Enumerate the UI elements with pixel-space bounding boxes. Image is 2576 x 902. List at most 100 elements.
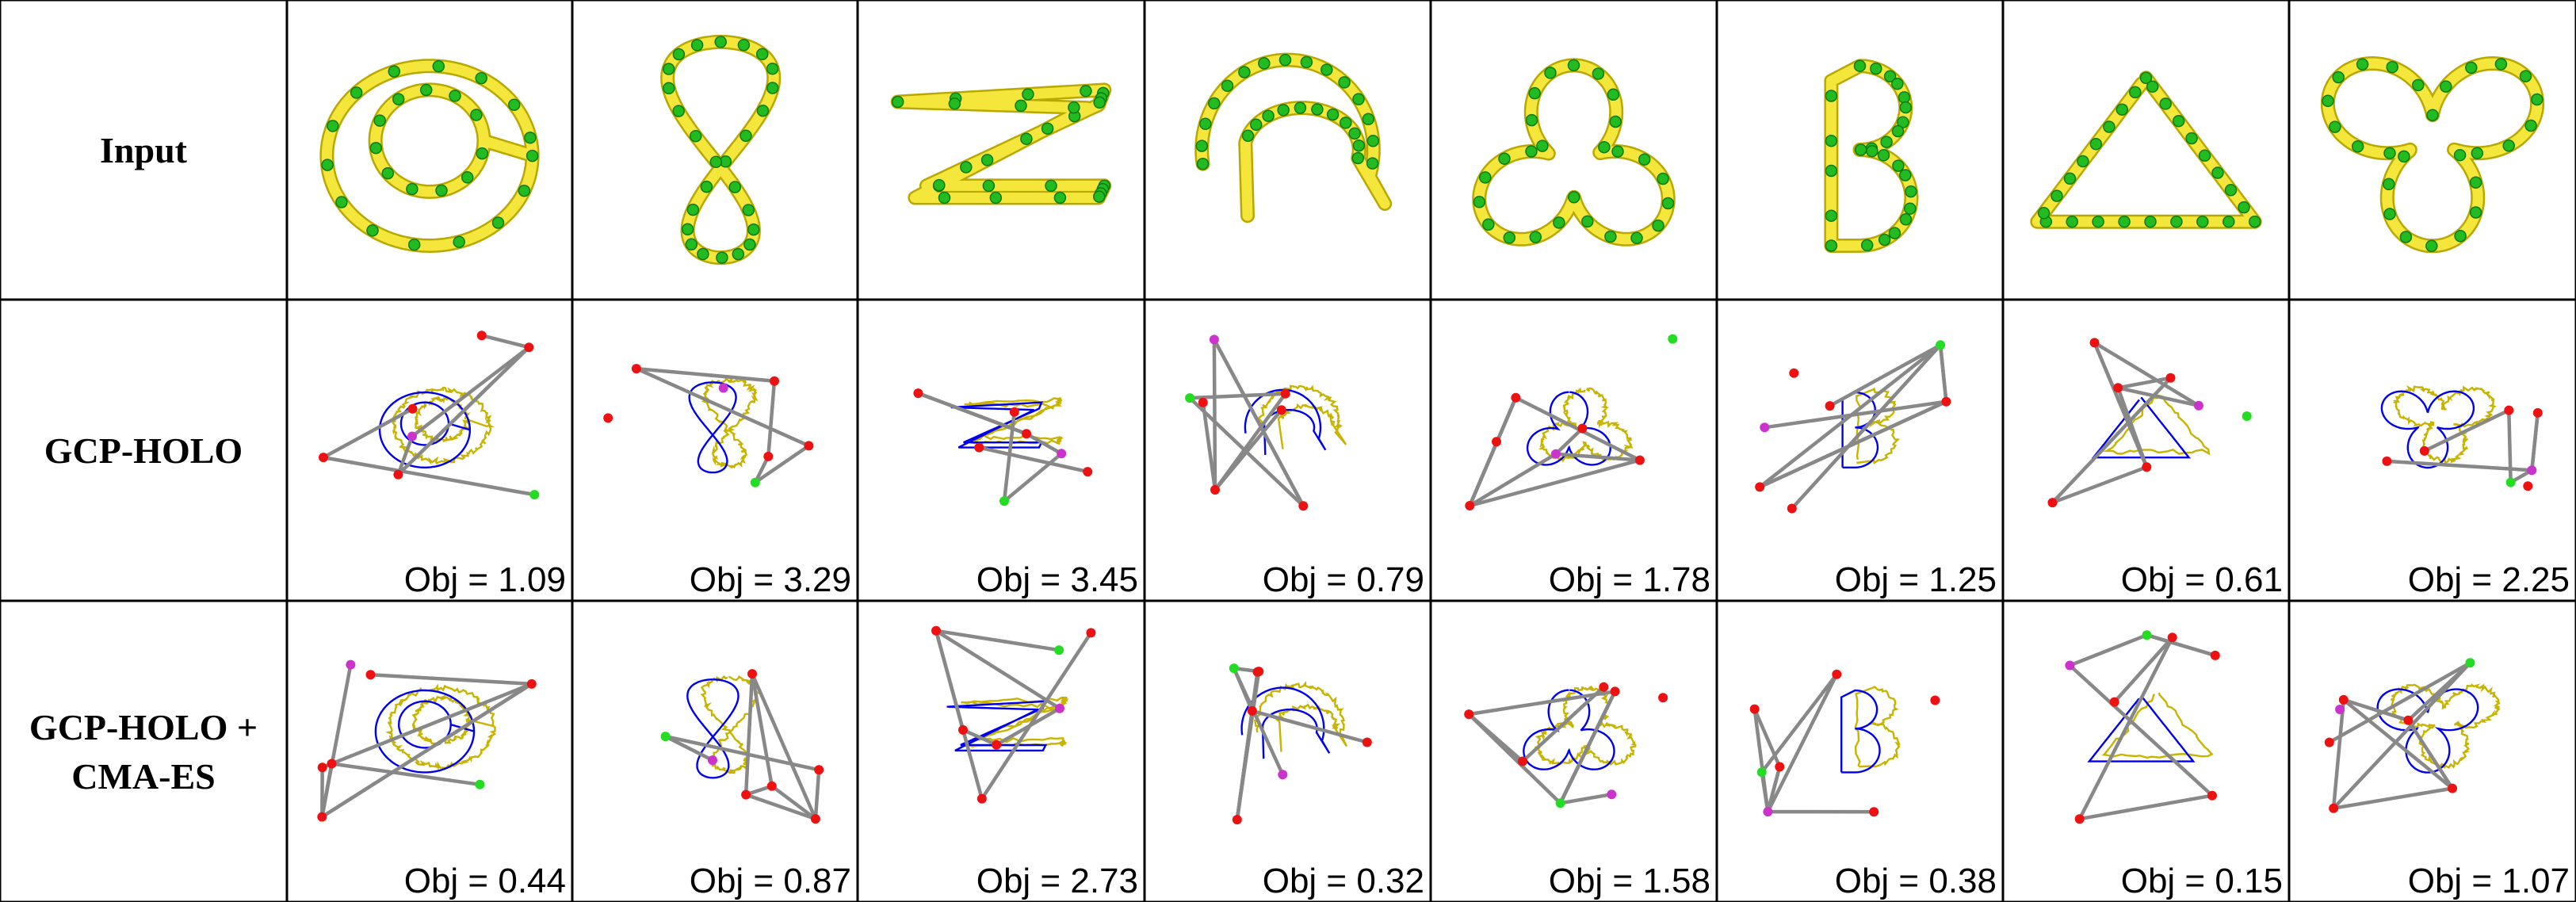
- linkage-bar: [2341, 698, 2410, 723]
- input-node: [1311, 103, 1324, 116]
- linkage-bar: [2068, 633, 2149, 667]
- linkage-joint: [1555, 798, 1565, 808]
- linkage-joint: [2142, 462, 2152, 472]
- input-node: [1352, 139, 1366, 152]
- linkage-joint: [476, 331, 487, 341]
- input-node: [2440, 80, 2452, 93]
- input-node: [419, 83, 433, 97]
- linkage-bar: [753, 454, 770, 484]
- linkage-joint: [1658, 693, 1668, 703]
- linkage-joint: [1775, 762, 1785, 772]
- linkage-bar: [961, 728, 984, 801]
- linkage-joint: [1022, 429, 1031, 439]
- linkage-joint: [1009, 407, 1019, 417]
- input-node: [982, 179, 996, 193]
- input-node: [2465, 61, 2478, 75]
- linkage-bar: [410, 345, 531, 438]
- linkage-joint: [1789, 368, 1799, 378]
- input-node: [672, 105, 685, 117]
- linkage-joint: [1083, 467, 1093, 477]
- input-node: [1362, 113, 1375, 126]
- linkage-bar: [2507, 408, 2513, 484]
- input-node: [432, 59, 445, 73]
- linkage-joint: [1280, 388, 1290, 399]
- input-node: [2037, 207, 2050, 220]
- input-node: [1825, 164, 1838, 178]
- input-node: [2172, 114, 2185, 128]
- linkage-joint: [2527, 465, 2537, 476]
- objective-label: Obj = 0.38: [1835, 862, 1997, 900]
- linkage-joint: [1607, 789, 1617, 800]
- input-node: [381, 166, 395, 180]
- input-node: [1870, 62, 1882, 75]
- generated-curve: [688, 381, 737, 474]
- input-node: [470, 109, 483, 121]
- linkage-joint: [2419, 445, 2429, 456]
- linkage-bar: [1213, 392, 1287, 492]
- input-node: [373, 114, 386, 127]
- input-node: [321, 159, 334, 171]
- input-node: [1195, 140, 1209, 152]
- input-node: [2196, 215, 2209, 228]
- linkage-bar: [1024, 432, 1064, 456]
- linkage-joint: [1610, 686, 1620, 697]
- linkage-bar: [750, 671, 774, 788]
- input-node: [1866, 144, 1878, 158]
- linkage-joint: [475, 779, 485, 789]
- input-node: [2383, 178, 2395, 191]
- linkage-bar: [2331, 661, 2472, 810]
- input-node: [1277, 104, 1290, 117]
- input-node: [1825, 209, 1838, 222]
- linkage-bar: [934, 629, 1062, 711]
- gcp-holo-cmaes-result-5: [1464, 682, 1668, 808]
- linkage-joint: [2167, 633, 2177, 643]
- input-node: [1022, 88, 1034, 101]
- linkage-bar: [663, 734, 821, 772]
- input-node: [2386, 60, 2398, 74]
- gcp-holo-result-1: [319, 331, 540, 500]
- input-node: [2471, 147, 2484, 159]
- input-node: [449, 90, 461, 102]
- gcp-holo-result-5: [1465, 334, 1678, 510]
- linkage-bar: [1790, 343, 1943, 510]
- linkage-bar: [369, 673, 534, 686]
- linkage-bar: [2050, 376, 2173, 505]
- input-node: [1262, 109, 1275, 122]
- input-node: [2469, 206, 2482, 219]
- linkage-bar: [743, 671, 755, 797]
- input-node: [1661, 197, 1675, 210]
- input-node: [2118, 215, 2131, 228]
- input-node: [2211, 166, 2224, 179]
- input-node: [2502, 140, 2515, 152]
- linkage-joint: [603, 413, 613, 423]
- linkage-joint: [2329, 803, 2339, 813]
- linkage-bar: [1828, 343, 1943, 408]
- input-node: [2139, 71, 2153, 85]
- linkage-bar: [1187, 396, 1305, 508]
- linkage-joint: [2403, 715, 2414, 725]
- input-node: [1020, 132, 1033, 145]
- input-node: [1326, 108, 1340, 121]
- linkage-bar: [1554, 452, 1642, 462]
- linkage-joint: [1599, 682, 1609, 692]
- linkage-bar: [1757, 343, 1943, 489]
- input-node: [1278, 53, 1292, 67]
- gcp-holo-cmaes-result-4: [1229, 663, 1372, 825]
- linkage-bar: [2115, 376, 2173, 390]
- linkage-joint: [999, 496, 1009, 506]
- input-node: [453, 235, 465, 248]
- linkage-bar: [750, 671, 818, 821]
- target-curve: [2392, 384, 2497, 466]
- input-node: [1258, 57, 1271, 70]
- input-node: [1607, 88, 1620, 101]
- linkage-joint: [1511, 392, 1521, 403]
- input-node: [1825, 90, 1838, 102]
- linkage-joint: [524, 342, 534, 353]
- linkage-bar: [1187, 392, 1287, 400]
- linkage-joint: [1936, 340, 1946, 350]
- linkage-joint: [766, 781, 777, 791]
- input-node: [2453, 148, 2467, 162]
- input-node: [681, 223, 694, 236]
- input-node: [1568, 191, 1580, 204]
